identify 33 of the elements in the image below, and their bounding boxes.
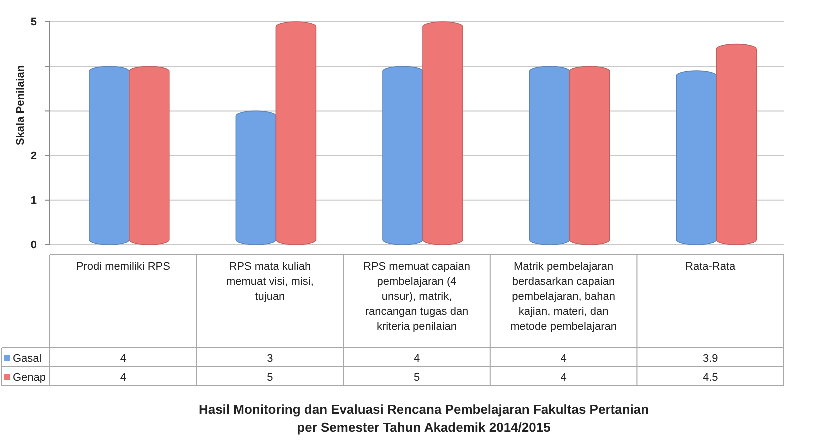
x-tick-label: RPS mata kuliah memuat visi, misi, tujuan xyxy=(226,261,314,303)
data-label: 4 xyxy=(120,353,126,365)
data-label: 3 xyxy=(267,353,274,365)
data-label: 4 xyxy=(120,372,126,384)
bar xyxy=(569,66,610,246)
y-tick-label: 0 xyxy=(30,240,37,252)
bar xyxy=(276,22,317,246)
bar xyxy=(129,66,170,246)
data-label: 4 xyxy=(560,372,567,384)
data-label: 4 xyxy=(560,353,567,365)
data-label: 5 xyxy=(267,372,274,384)
y-tick-label: 5 xyxy=(30,16,37,29)
y-tick-label: 1 xyxy=(30,194,37,207)
y-tick-label: 2 xyxy=(30,150,37,162)
bar xyxy=(529,66,570,246)
text: Hasil Monitoring dan Evaluasi Rencana Pembelajaran Fakultas Pertanian per Semester Tahun Akademik 2014/2015 xyxy=(198,402,650,435)
data-label: 4 xyxy=(414,353,420,365)
x-tick-label: Matrik pembelajaran berdasarkan capaian pembelajaran, bahan kajian, materi, dan metode pembelajaran xyxy=(510,261,618,333)
bar xyxy=(89,66,130,246)
x-tick-label: RPS memuat capaian pembelajaran (4 unsur), matrik, rancangan tugas dan kriteria penilaian xyxy=(364,261,470,333)
x-tick-label: Rata-Rata xyxy=(686,261,737,273)
x-tick-label: Prodi memiliki RPS xyxy=(76,261,170,273)
bar xyxy=(716,44,757,246)
bar xyxy=(236,110,277,246)
data-label: 4.5 xyxy=(702,372,718,384)
legend-label: Gasal xyxy=(13,353,42,365)
data-label: 5 xyxy=(414,372,420,384)
y-axis-title: Skala Penilaian xyxy=(15,65,27,146)
data-label: 3.9 xyxy=(702,353,718,365)
bar xyxy=(382,66,424,246)
bar xyxy=(422,22,464,246)
bar xyxy=(676,70,717,246)
legend-label: Genap xyxy=(13,372,46,384)
